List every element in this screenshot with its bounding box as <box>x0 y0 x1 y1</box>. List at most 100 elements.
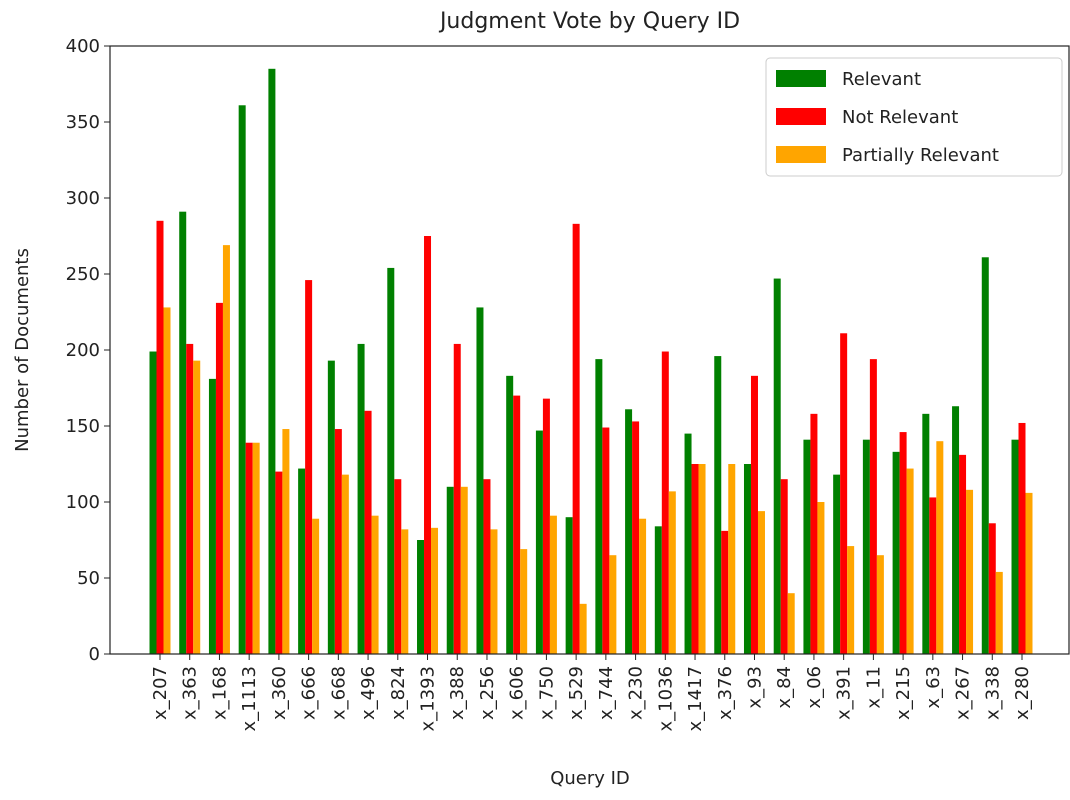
bar <box>602 427 610 654</box>
x-tick-label: x_168 <box>209 666 230 720</box>
y-tick-label: 100 <box>66 492 100 513</box>
bar <box>453 343 461 654</box>
x-tick-label: x_1036 <box>655 666 676 731</box>
bar <box>847 546 855 654</box>
plot-frame <box>109 45 1070 655</box>
x-tick-label: x_280 <box>1012 666 1033 720</box>
x-tick-label: x_824 <box>388 666 409 720</box>
legend-swatch <box>776 146 826 163</box>
x-tick-label: x_606 <box>507 666 528 720</box>
bar <box>334 429 342 654</box>
bar <box>862 439 870 654</box>
legend-label: Not Relevant <box>842 107 958 128</box>
bar <box>387 267 395 654</box>
bar <box>238 105 246 654</box>
chart-title: Judgment Vote by Query ID <box>438 9 740 34</box>
y-tick-label: 350 <box>66 112 100 133</box>
bar <box>780 479 788 654</box>
bar <box>743 464 751 654</box>
bar <box>595 359 603 654</box>
x-tick-label: x_529 <box>566 666 587 720</box>
bar <box>572 223 580 654</box>
bar <box>252 442 260 654</box>
bar <box>163 307 171 654</box>
legend-swatch <box>776 108 826 125</box>
y-axis-label: Number of Documents <box>12 248 33 452</box>
bar <box>981 257 989 654</box>
x-tick-label: x_1113 <box>239 666 260 731</box>
legend-label: Relevant <box>842 69 921 90</box>
bar <box>506 375 514 654</box>
x-tick-label: x_388 <box>447 666 468 720</box>
x-tick-label: x_750 <box>536 666 557 720</box>
bar <box>714 356 722 654</box>
bar <box>431 527 439 654</box>
bar <box>513 395 521 654</box>
bar <box>995 571 1003 654</box>
bar <box>579 603 587 654</box>
bar <box>906 468 914 654</box>
bar <box>535 430 543 654</box>
x-tick-label: x_256 <box>477 666 498 720</box>
bar <box>892 451 900 654</box>
bar <box>691 464 699 654</box>
bar <box>371 515 379 654</box>
bar <box>639 518 647 654</box>
bar <box>520 549 528 654</box>
bar <box>156 220 164 655</box>
bar <box>215 302 223 654</box>
bar <box>312 518 320 654</box>
x-axis-label: Query ID <box>550 768 630 789</box>
bar <box>728 464 736 654</box>
x-tick-label: x_496 <box>358 666 379 720</box>
y-tick-label: 300 <box>66 188 100 209</box>
bar <box>833 474 841 654</box>
bar <box>922 413 930 654</box>
bar <box>750 375 758 654</box>
y-tick-label: 150 <box>66 416 100 437</box>
bar <box>1011 439 1019 654</box>
bar <box>193 360 201 654</box>
y-tick-label: 50 <box>77 568 100 589</box>
bar <box>490 529 498 654</box>
bar <box>186 343 194 654</box>
bar <box>787 593 795 654</box>
bar <box>952 406 960 654</box>
bar <box>1025 492 1033 654</box>
bar <box>357 343 365 654</box>
bar <box>401 529 409 654</box>
bar <box>661 351 669 654</box>
bar <box>179 211 187 654</box>
bar <box>959 454 967 654</box>
bar <box>549 515 557 654</box>
x-tick-label: x_1417 <box>685 666 706 731</box>
bar <box>936 441 944 654</box>
x-tick-label: x_06 <box>804 666 825 709</box>
bar <box>803 439 811 654</box>
x-tick-label: x_215 <box>893 666 914 720</box>
x-tick-label: x_230 <box>626 666 647 720</box>
bar <box>364 410 372 654</box>
x-tick-label: x_267 <box>953 666 974 720</box>
bar <box>899 432 907 654</box>
bar <box>417 540 425 654</box>
x-tick-label: x_744 <box>596 666 617 720</box>
legend-label: Partially Relevant <box>842 145 999 166</box>
bar <box>268 68 276 655</box>
x-tick-label: x_63 <box>923 666 944 709</box>
bar <box>208 378 216 654</box>
bar <box>654 526 662 654</box>
bar <box>773 278 781 654</box>
bar <box>876 555 884 654</box>
bar <box>542 398 550 654</box>
x-tick-label: x_666 <box>299 666 320 720</box>
bar <box>446 486 454 654</box>
bar <box>460 486 468 654</box>
y-tick-label: 400 <box>66 36 100 57</box>
x-tick-label: x_11 <box>863 666 884 709</box>
bar <box>222 245 230 654</box>
bar <box>565 517 573 654</box>
bar <box>305 280 313 654</box>
x-tick-label: x_93 <box>744 666 765 709</box>
